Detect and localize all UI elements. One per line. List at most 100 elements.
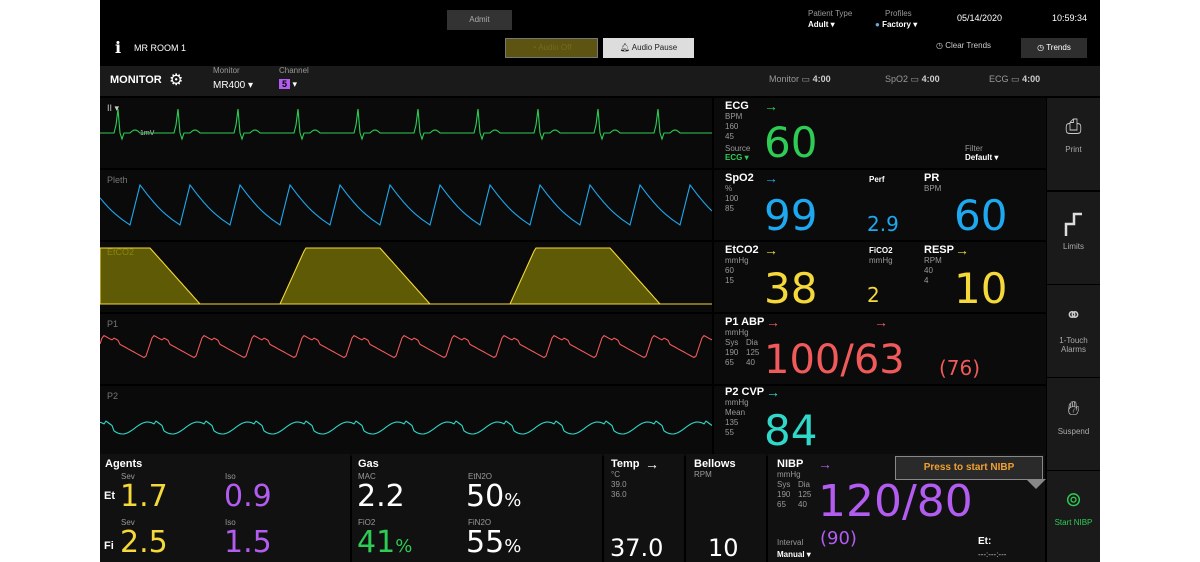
pleth-waveform	[100, 183, 712, 226]
nibp-icon: ⊚	[1065, 489, 1082, 511]
admit-button[interactable]: Admit	[447, 10, 512, 30]
bell-icon: 🔔︎	[619, 43, 630, 52]
spo2-param-title: SpO2	[725, 172, 754, 184]
monitor-select[interactable]: MR400 ▾	[213, 80, 254, 91]
spo2-param-panel[interactable]: SpO2 → % 100 85 99 Perf 2.9 PR BPM 60	[714, 170, 1046, 240]
monitor-screen: Admit Patient Type Adult ▾ Profiles ● Fa…	[100, 0, 1100, 562]
abp-sys-label: Sys	[725, 338, 739, 347]
filter-label: Filter	[965, 144, 983, 153]
nibp-dia-low: 40	[798, 500, 807, 509]
gas-panel[interactable]: Gas MAC 2.2 EtN2O 50% FiO2 41% FiN2O 55%	[352, 454, 602, 562]
audio-pause-button[interactable]: 🔔︎ Audio Pause	[603, 38, 694, 58]
agents-panel[interactable]: Agents Sev Iso Et 1.7 0.9 Sev Iso Fi 2.5…	[100, 454, 350, 562]
et-iso-label: Iso	[225, 472, 236, 481]
gas-title: Gas	[358, 458, 379, 470]
spo2-arrow-icon: →	[764, 170, 778, 186]
temp-limit-high: 39.0	[611, 480, 627, 489]
abp-dia-label: Dia	[746, 338, 759, 347]
interval-label: Interval	[777, 538, 804, 547]
p2-wave-panel[interactable]: P2	[100, 386, 712, 456]
info-icon[interactable]: i	[115, 38, 122, 57]
fico2-label: FiCO2	[869, 246, 893, 255]
start-nibp-button[interactable]: ⊚ Start NIBP	[1047, 471, 1100, 562]
battery-spo2: SpO2 ▭ 4:00	[885, 74, 940, 84]
filter-select[interactable]: Default ▾	[965, 153, 999, 162]
clear-trends-button[interactable]: ◷ Clear Trends	[936, 41, 992, 50]
channel-label: Channel	[279, 66, 309, 75]
fi-sev-value: 2.5	[120, 525, 168, 560]
resp-limit-low: 4	[924, 276, 929, 285]
nibp-et-label: Et:	[978, 536, 992, 547]
pleth-wave-panel[interactable]: Pleth	[100, 170, 712, 240]
channel-select[interactable]: 5 ▾	[279, 79, 297, 90]
interval-select[interactable]: Manual ▾	[777, 550, 811, 559]
cvp-mean-label: Mean	[725, 408, 746, 417]
cvp-unit: mmHg	[725, 398, 749, 407]
audio-off-icon: ◔	[531, 43, 537, 52]
p1-wave-panel[interactable]: P1	[100, 314, 712, 384]
abp-mean-arrow-icon: →	[874, 314, 888, 330]
bellows-title: Bellows	[694, 458, 736, 470]
nibp-unit: mmHg	[777, 470, 801, 479]
profile-select[interactable]: ● Factory ▾	[875, 20, 918, 29]
nibp-title: NIBP	[777, 458, 804, 470]
battery-monitor: Monitor ▭ 4:00	[769, 74, 831, 84]
ecg-waveform	[100, 108, 712, 141]
monitor-title: MONITOR	[110, 74, 162, 86]
et-sev-value: 1.7	[120, 479, 168, 514]
spo2-value: 99	[764, 191, 818, 240]
bellows-value: 10	[708, 534, 739, 562]
fi-iso-label: Iso	[225, 518, 236, 527]
time-display: 10:59:34	[1052, 13, 1088, 23]
spo2-limit-low: 85	[725, 204, 734, 213]
temp-limit-low: 36.0	[611, 490, 627, 499]
bellows-panel[interactable]: Bellows RPM 10	[686, 454, 766, 562]
etco2-unit: mmHg	[725, 256, 749, 265]
resp-unit: RPM	[924, 256, 942, 265]
cvp-limit-high: 135	[725, 418, 739, 427]
fin2o-value: 55%	[466, 525, 522, 560]
perf-value: 2.9	[867, 212, 899, 236]
tooltip-pointer	[1026, 479, 1046, 489]
agents-title: Agents	[105, 458, 143, 470]
cvp-limit-low: 55	[725, 428, 734, 437]
mac-value: 2.2	[357, 479, 405, 514]
audio-off-button[interactable]: ◔ Audio Off	[505, 38, 598, 58]
nibp-panel[interactable]: NIBP → mmHg Sys Dia 190 125 65 40 120/80…	[768, 454, 1045, 562]
source-select[interactable]: ECG ▾	[725, 153, 749, 162]
one-touch-alarms-button[interactable]: ⚭ 1-Touch Alarms	[1047, 285, 1100, 377]
gear-icon[interactable]: ⚙	[169, 72, 184, 89]
print-button[interactable]: ⎙ Print	[1047, 98, 1100, 190]
spo2-limit-high: 100	[725, 194, 739, 203]
start-nibp-tooltip[interactable]: Press to start NIBP	[895, 456, 1043, 480]
patient-type-select[interactable]: Adult ▾	[808, 20, 835, 29]
ecg-limit-high: 160	[725, 122, 739, 131]
monitor-bar	[100, 66, 1100, 96]
resp-label: RESP	[924, 244, 954, 256]
nibp-dia-label: Dia	[798, 480, 811, 489]
abp-param-panel[interactable]: P1 ABP → → mmHg Sys Dia 190 125 65 40 10…	[714, 314, 1046, 384]
battery-icon: ▭	[1011, 74, 1020, 84]
etco2-limit-low: 15	[725, 276, 734, 285]
nibp-dia-high: 125	[798, 490, 812, 499]
clear-clock-icon: ◷	[936, 41, 943, 50]
pr-unit: BPM	[924, 184, 942, 193]
co2-wave-panel[interactable]: EtCO2	[100, 242, 712, 312]
nibp-sys-high: 190	[777, 490, 791, 499]
mac-label: MAC	[358, 472, 376, 481]
cvp-waveform	[100, 420, 712, 435]
cvp-param-panel[interactable]: P2 CVP → mmHg Mean 135 55 84	[714, 384, 1046, 456]
cvp-param-title: P2 CVP	[725, 386, 765, 398]
suspend-button[interactable]: ✋︎ Suspend	[1047, 378, 1100, 470]
trends-button[interactable]: ◷ Trends	[1021, 38, 1087, 58]
etco2-param-panel[interactable]: EtCO2 → mmHg 60 15 38 FiCO2 mmHg 2 RESP …	[714, 242, 1046, 312]
temp-panel[interactable]: Temp → °C 39.0 36.0 37.0	[604, 454, 684, 562]
ecg-lead-select[interactable]: II ▾	[107, 103, 120, 113]
resp-limit-high: 40	[924, 266, 933, 275]
limits-button[interactable]: Limits	[1047, 192, 1100, 284]
ecg-param-panel[interactable]: ECG → BPM 160 45 Source ECG ▾ 60 Filter …	[714, 98, 1046, 168]
pr-label: PR	[924, 172, 940, 184]
fio2-label: FiO2	[358, 518, 376, 527]
ecg-wave-panel[interactable]: II ▾ 1mV	[100, 98, 712, 168]
people-icon: ⚭	[1065, 305, 1082, 327]
